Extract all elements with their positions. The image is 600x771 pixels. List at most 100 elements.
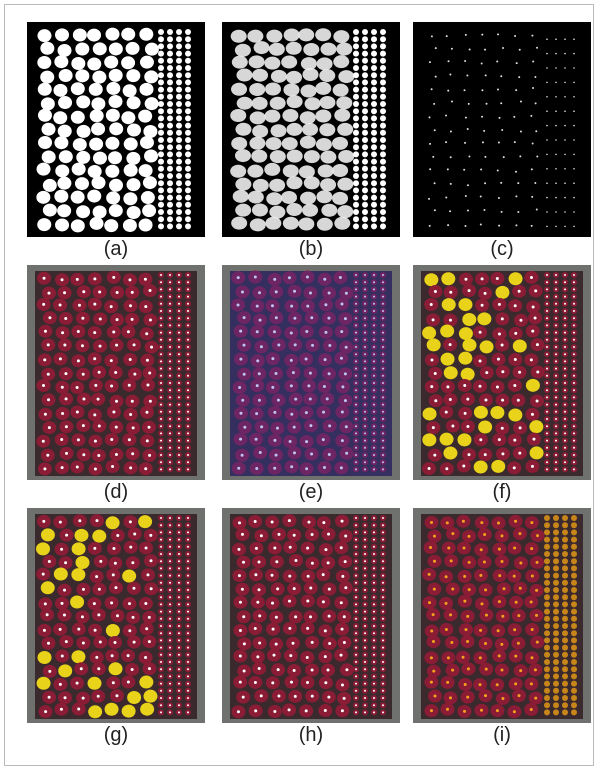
marker (355, 661, 357, 663)
small-fruit (544, 594, 550, 600)
fruit (287, 95, 303, 108)
marker (373, 625, 375, 627)
fruit (143, 176, 157, 189)
marker (564, 404, 566, 406)
marker (498, 548, 501, 551)
centroid (432, 156, 434, 158)
marker (546, 375, 548, 377)
marker (501, 697, 504, 700)
fruit (283, 83, 299, 96)
marker (446, 521, 449, 524)
marker (277, 668, 280, 671)
marker (187, 411, 189, 413)
small-fruit (185, 180, 191, 186)
fruit (302, 204, 318, 217)
centroid (532, 87, 534, 89)
fruit (108, 95, 122, 108)
marker (160, 389, 162, 391)
marker (306, 681, 309, 684)
fruit (109, 69, 123, 82)
fruit (300, 192, 316, 205)
marker (254, 681, 257, 684)
marker (169, 303, 171, 305)
marker (514, 655, 517, 658)
fruit (76, 205, 90, 218)
small-fruit (167, 79, 173, 85)
marker (187, 675, 189, 677)
centroid (532, 60, 534, 62)
marker (59, 304, 62, 307)
marker (364, 517, 366, 519)
fruit (43, 179, 57, 192)
marker (99, 345, 102, 348)
marker (169, 440, 171, 442)
small-fruit (158, 180, 164, 186)
small-fruit (353, 166, 359, 172)
centroid (447, 168, 449, 170)
small-fruit (167, 101, 173, 107)
marker (343, 615, 346, 618)
marker (178, 675, 180, 677)
centroid (500, 75, 502, 77)
marker (114, 641, 117, 644)
marker (93, 602, 96, 605)
small-fruit (544, 565, 550, 571)
marker (327, 669, 330, 672)
centroid (514, 141, 516, 143)
marker (169, 339, 171, 341)
small-fruit (158, 144, 164, 150)
marker (127, 654, 130, 657)
fruit (89, 83, 103, 96)
small-fruit (544, 637, 550, 643)
marker (254, 627, 257, 630)
fruit (139, 28, 153, 41)
fruit (509, 272, 523, 285)
marker (463, 575, 466, 578)
marker (496, 709, 499, 712)
marker (61, 331, 64, 334)
centroid (433, 103, 435, 105)
marker (451, 424, 454, 427)
small-fruit (562, 637, 568, 643)
marker (573, 310, 575, 312)
small-fruit (167, 108, 173, 114)
marker (555, 454, 557, 456)
marker (497, 358, 500, 361)
marker (555, 461, 557, 463)
small-fruit (185, 65, 191, 71)
marker (311, 695, 314, 698)
small-fruit (167, 216, 173, 222)
marker (150, 559, 153, 562)
marker (479, 574, 482, 577)
small-fruit (167, 72, 173, 78)
marker (481, 304, 484, 307)
marker (555, 281, 557, 283)
small-fruit (362, 209, 368, 215)
small-fruit (353, 29, 359, 35)
marker (178, 389, 180, 391)
marker (501, 399, 504, 402)
marker (497, 521, 500, 524)
fruit (75, 556, 89, 569)
small-fruit (553, 616, 559, 622)
marker (115, 453, 118, 456)
marker (518, 452, 521, 455)
marker (169, 539, 171, 541)
marker (433, 560, 436, 563)
image-panel (413, 22, 591, 237)
marker (187, 274, 189, 276)
centroid (467, 209, 469, 211)
fruit (315, 28, 331, 41)
small-fruit (353, 101, 359, 107)
marker (382, 661, 384, 663)
small-fruit (371, 202, 377, 208)
small-fruit (158, 123, 164, 129)
marker (114, 562, 117, 565)
marker (355, 531, 357, 533)
marker (564, 447, 566, 449)
small-fruit (544, 580, 550, 586)
marker (428, 467, 431, 470)
centroid (573, 226, 575, 228)
marker (306, 547, 309, 550)
centroid (555, 139, 557, 141)
